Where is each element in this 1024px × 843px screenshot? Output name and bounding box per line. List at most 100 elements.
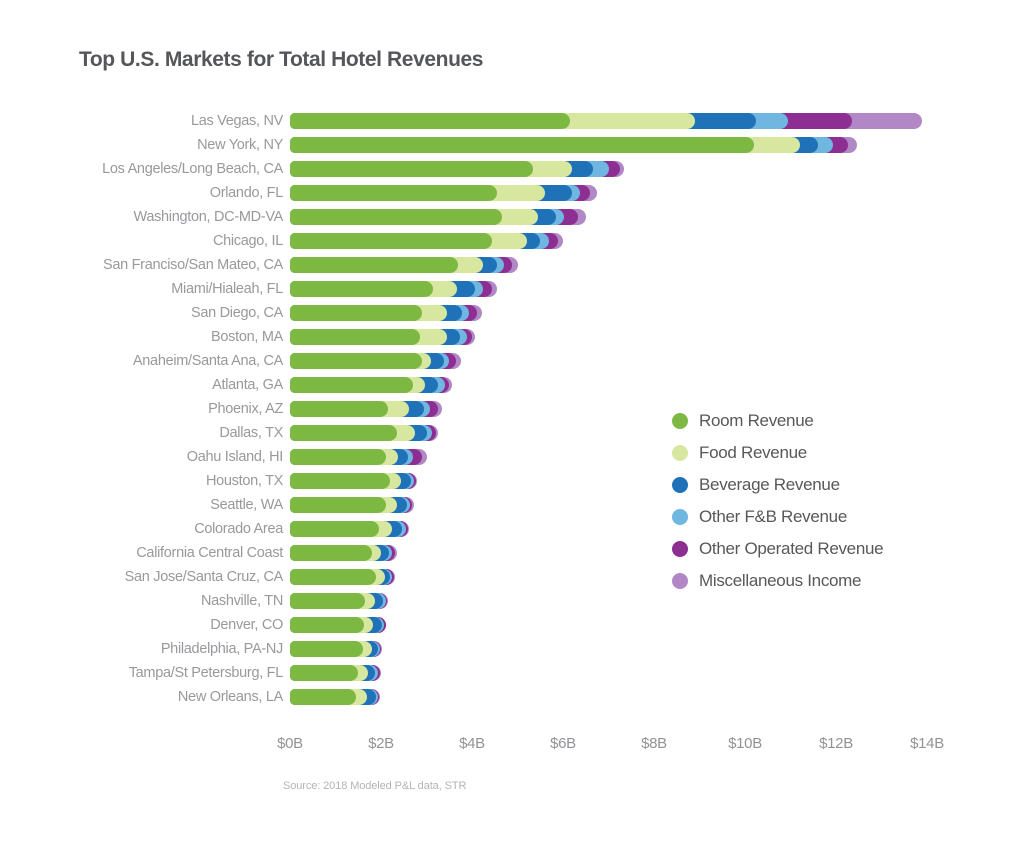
bar-row: Boston, MA <box>70 325 927 349</box>
bar-segment-room-revenue <box>290 113 570 129</box>
plot-rows: Las Vegas, NV New York, NY Los Angeles/Lon… <box>70 109 927 709</box>
legend-label: Miscellaneous Income <box>699 571 862 590</box>
bar-track <box>290 497 927 513</box>
category-label: Miami/Hialeah, FL <box>171 281 283 297</box>
category-label: Washington, DC-MD-VA <box>133 209 283 225</box>
legend-item-other-operated-revenue: Other Operated Revenue <box>672 533 884 565</box>
bar-segment-room-revenue <box>290 665 359 681</box>
bar-segment-room-revenue <box>290 425 397 441</box>
bar-segment-room-revenue <box>290 401 388 417</box>
x-axis-tick: $10B <box>728 735 762 752</box>
bar-track <box>290 209 927 225</box>
category-label: New York, NY <box>197 137 283 153</box>
bar-row: Atlanta, GA <box>70 373 927 397</box>
category-label: Houston, TX <box>205 473 283 489</box>
bar-track <box>290 305 927 321</box>
bar-track <box>290 161 927 177</box>
x-axis-tick: $8B <box>641 735 667 752</box>
bar-segment-room-revenue <box>290 329 420 345</box>
legend-swatch-icon <box>672 413 688 429</box>
bar-segment-room-revenue <box>290 641 363 657</box>
x-axis-tick: $4B <box>459 735 485 752</box>
x-axis-tick: $2B <box>368 735 394 752</box>
legend-label: Room Revenue <box>699 411 814 430</box>
bar-row: Miami/Hialeah, FL <box>70 277 927 301</box>
bar-track <box>290 689 927 705</box>
legend-label: Other F&B Revenue <box>699 507 847 526</box>
bar-row: Seattle, WA <box>70 493 927 517</box>
category-label: Atlanta, GA <box>212 377 283 393</box>
bar-row: Las Vegas, NV <box>70 109 927 133</box>
category-label: Seattle, WA <box>210 497 283 513</box>
bar-segment-room-revenue <box>290 377 413 393</box>
bar-row: California Central Coast <box>70 541 927 565</box>
x-axis: $0B $2B $4B $6B $8B $10B $12B $14B <box>277 735 944 755</box>
legend-item-beverage-revenue: Beverage Revenue <box>672 469 883 501</box>
bar-track <box>290 617 927 633</box>
bar-segment-room-revenue <box>290 305 422 321</box>
category-label: San Diego, CA <box>190 305 283 321</box>
bar-row: New Orleans, LA <box>70 685 927 709</box>
bar-row: San Jose/Santa Cruz, CA <box>70 565 927 589</box>
legend-item-room-revenue: Room Revenue <box>672 405 883 437</box>
source-note: Source: 2018 Modeled P&L data, STR <box>283 780 467 792</box>
legend-label: Beverage Revenue <box>699 475 840 494</box>
bar-track <box>290 329 927 345</box>
bar-segment-room-revenue <box>290 473 391 489</box>
bar-row: New York, NY <box>70 133 927 157</box>
category-label: Philadelphia, PA-NJ <box>160 641 283 657</box>
category-label: Tampa/St Petersburg, FL <box>128 665 284 681</box>
bar-segment-room-revenue <box>290 185 498 201</box>
category-label: Oahu Island, HI <box>186 449 284 465</box>
bar-segment-room-revenue <box>290 497 386 513</box>
legend-item-miscellaneous-income: Miscellaneous Income <box>672 565 883 597</box>
bar-row: Denver, CO <box>70 613 927 637</box>
legend-swatch-icon <box>672 509 688 525</box>
bar-segment-room-revenue <box>290 209 502 225</box>
bar-segment-room-revenue <box>290 353 422 369</box>
category-label: Chicago, IL <box>212 233 283 249</box>
bar-track <box>290 569 927 585</box>
bar-row: Colorado Area <box>70 517 927 541</box>
legend-swatch-icon <box>672 445 688 461</box>
category-label: San Franciso/San Mateo, CA <box>103 257 283 273</box>
legend-label: Food Revenue <box>699 443 807 462</box>
bar-segment-room-revenue <box>290 689 356 705</box>
bar-row: Houston, TX <box>70 469 927 493</box>
bar-track <box>290 137 927 153</box>
category-label: Colorado Area <box>194 521 283 537</box>
bar-track <box>290 401 927 417</box>
bar-segment-room-revenue <box>290 617 364 633</box>
bar-segment-room-revenue <box>290 449 386 465</box>
bar-track <box>290 641 927 657</box>
bar-row: Oahu Island, HI <box>70 445 927 469</box>
bar-track <box>290 665 927 681</box>
category-label: Phoenix, AZ <box>208 401 283 417</box>
bar-row: Nashville, TN <box>70 589 927 613</box>
legend-swatch-icon <box>672 573 688 589</box>
category-label: Boston, MA <box>211 329 283 345</box>
legend-swatch-icon <box>672 541 688 557</box>
category-label: Anaheim/Santa Ana, CA <box>132 353 283 369</box>
bar-row: San Franciso/San Mateo, CA <box>70 253 927 277</box>
bar-segment-room-revenue <box>290 233 493 249</box>
legend-item-food-revenue: Food Revenue <box>672 437 883 469</box>
bar-row: Los Angeles/Long Beach, CA <box>70 157 927 181</box>
bar-segment-room-revenue <box>290 137 755 153</box>
bar-segment-room-revenue <box>290 569 377 585</box>
category-label: Nashville, TN <box>200 593 283 609</box>
bar-segment-room-revenue <box>290 281 434 297</box>
bar-row: Phoenix, AZ <box>70 397 927 421</box>
bar-track <box>290 233 927 249</box>
bar-track <box>290 353 927 369</box>
bar-segment-room-revenue <box>290 545 372 561</box>
bar-track <box>290 593 927 609</box>
bar-track <box>290 281 927 297</box>
bar-row: San Diego, CA <box>70 301 927 325</box>
category-label: Las Vegas, NV <box>190 113 283 129</box>
bar-row: Anaheim/Santa Ana, CA <box>70 349 927 373</box>
category-label: San Jose/Santa Cruz, CA <box>124 569 284 585</box>
bar-row: Philadelphia, PA-NJ <box>70 637 927 661</box>
chart-title: Top U.S. Markets for Total Hotel Revenue… <box>79 48 484 71</box>
